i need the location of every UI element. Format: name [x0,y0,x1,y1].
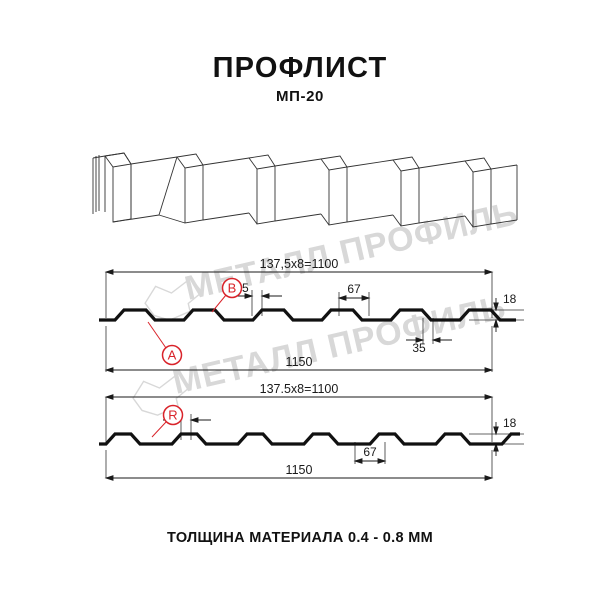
page-title: ПРОФЛИСТ [212,52,388,84]
dimension-pitch-67-lower: 67 [363,445,377,459]
profile-outline-top [99,308,516,322]
page-subtitle: МП-20 [276,88,324,105]
dimension-top-overall: 137,5x8=1100 [260,257,339,271]
metall-profil-logo [132,372,192,416]
isometric-profile-view [92,152,518,228]
watermark-group-lower: МЕТАЛЛ ПРОФИЛЬ [132,288,510,416]
callout-r-label: R [168,408,177,423]
section-view-bottom: 137.5x8=1100 1150 35 67 [99,382,524,481]
profile-outline-bottom [99,432,520,446]
callout-r: R [151,404,184,438]
footer-note: ТОЛЩИНА МАТЕРИАЛА 0.4 - 0.8 ММ [167,530,433,546]
section-view-top: 137,5x8=1100 1150 35 67 [99,257,524,373]
callout-a-label: A [168,348,177,363]
dimension-bottom-overall: 1150 [286,463,313,477]
callout-a: A [147,321,183,366]
dimension-height-18: 18 [503,416,517,430]
dimension-height-18: 18 [503,292,517,306]
callout-b-label: B [228,281,237,296]
watermark-text-lower: МЕТАЛЛ ПРОФИЛЬ [169,288,509,402]
dimension-pitch-35-lower: 35 [412,341,426,355]
dimension-pitch-67-upper: 67 [347,282,361,296]
dimension-bottom-overall: 1150 [286,355,313,369]
metall-profil-logo [144,277,204,321]
callout-b: B [211,277,243,313]
dimension-top-overall: 137.5x8=1100 [260,382,339,396]
